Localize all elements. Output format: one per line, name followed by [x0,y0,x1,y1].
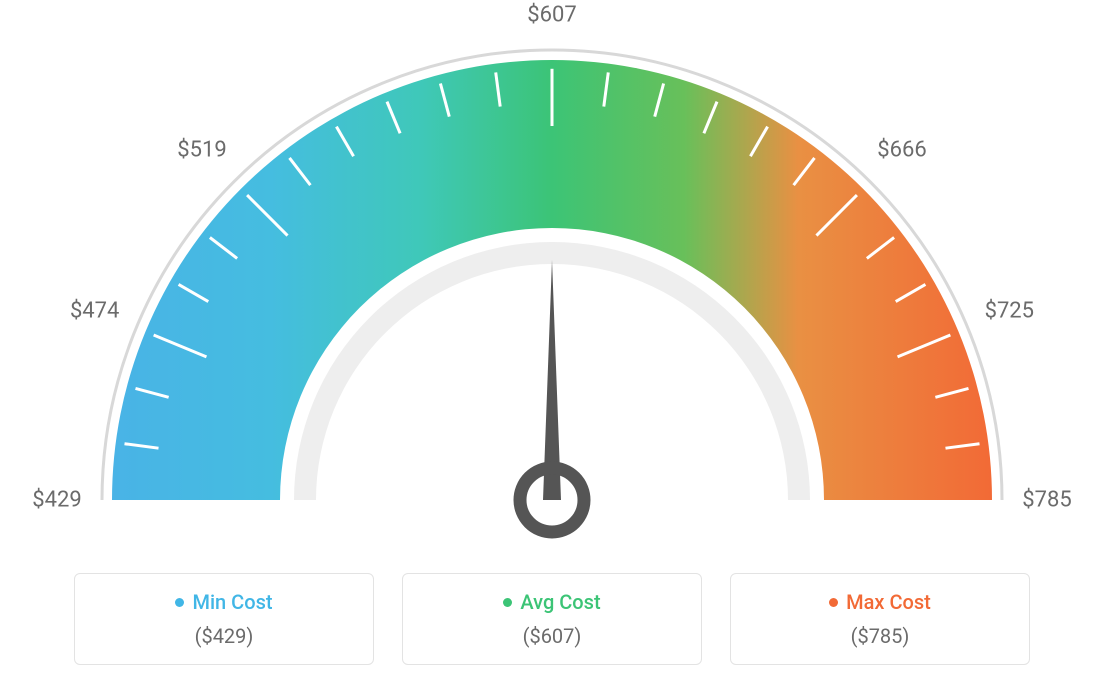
gauge-tick-label: $474 [70,298,119,323]
gauge-tick-label: $785 [1022,488,1071,513]
gauge-svg [0,0,1104,560]
legend-box-min: Min Cost ($429) [74,573,374,665]
legend-value-max: ($785) [741,624,1019,648]
legend-box-avg: Avg Cost ($607) [402,573,702,665]
gauge-tick-label: $607 [527,3,576,28]
legend-dot-min [175,598,184,607]
legend-dot-avg [503,598,512,607]
gauge-tick-label: $725 [985,298,1034,323]
legend-value-min: ($429) [85,624,363,648]
legend-row: Min Cost ($429) Avg Cost ($607) Max Cost… [0,573,1104,665]
gauge-tick-label: $666 [877,137,926,162]
legend-dot-max [829,598,838,607]
legend-label-min: Min Cost [192,590,272,614]
legend-value-avg: ($607) [413,624,691,648]
cost-gauge-chart: $429 $474 $519 $607 $666 $725 $785 [0,0,1104,560]
gauge-tick-label: $429 [32,488,81,513]
legend-label-max: Max Cost [846,590,931,614]
legend-box-max: Max Cost ($785) [730,573,1030,665]
gauge-tick-label: $519 [177,137,226,162]
legend-label-avg: Avg Cost [520,590,600,614]
